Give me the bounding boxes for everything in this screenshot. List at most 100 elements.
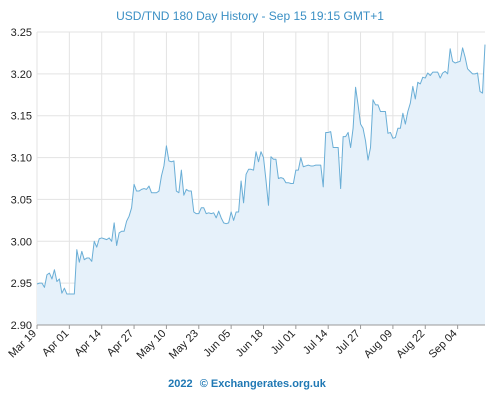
data-point bbox=[261, 151, 262, 152]
data-point bbox=[305, 165, 306, 166]
data-point bbox=[308, 165, 309, 166]
data-point bbox=[258, 161, 259, 162]
data-point bbox=[373, 99, 374, 100]
price-line bbox=[36, 44, 486, 295]
data-point bbox=[402, 113, 403, 114]
chart-title: USD/TND 180 Day History - Sep 15 19:15 G… bbox=[116, 9, 384, 23]
data-point bbox=[253, 170, 254, 171]
data-point bbox=[390, 132, 391, 133]
data-point bbox=[485, 44, 486, 45]
data-point bbox=[94, 241, 95, 242]
data-point bbox=[193, 211, 194, 212]
data-point bbox=[41, 283, 42, 284]
footer-credit: 2022 © Exchangerates.org.uk bbox=[168, 378, 327, 390]
data-point bbox=[268, 205, 269, 206]
data-point bbox=[265, 180, 266, 181]
data-point bbox=[465, 57, 466, 58]
data-point bbox=[380, 111, 381, 112]
data-point bbox=[46, 274, 47, 275]
data-point bbox=[333, 147, 334, 148]
data-point bbox=[422, 77, 423, 78]
data-point bbox=[382, 111, 383, 112]
data-point bbox=[71, 294, 72, 295]
data-point bbox=[91, 261, 92, 262]
data-point bbox=[457, 62, 458, 63]
data-point bbox=[196, 213, 197, 214]
area-fill bbox=[37, 44, 485, 326]
x-tick-label: May 10 bbox=[135, 328, 169, 362]
data-point bbox=[176, 191, 177, 192]
data-point bbox=[455, 62, 456, 63]
data-point bbox=[475, 73, 476, 74]
data-point bbox=[178, 192, 179, 193]
data-point bbox=[330, 131, 331, 132]
data-point bbox=[166, 145, 167, 146]
data-point bbox=[442, 73, 443, 74]
data-point bbox=[256, 151, 257, 152]
data-point bbox=[64, 288, 65, 289]
data-point bbox=[432, 72, 433, 73]
x-tick-label: Jul 27 bbox=[333, 328, 362, 357]
y-tick-label: 3.20 bbox=[11, 69, 32, 81]
data-point bbox=[335, 147, 336, 148]
data-point bbox=[345, 136, 346, 137]
data-point bbox=[303, 166, 304, 167]
data-point bbox=[51, 278, 52, 279]
data-point bbox=[221, 217, 222, 218]
data-point bbox=[288, 182, 289, 183]
data-point bbox=[278, 178, 279, 179]
data-point bbox=[208, 212, 209, 213]
data-point bbox=[375, 104, 376, 105]
data-point bbox=[275, 159, 276, 160]
data-point bbox=[318, 165, 319, 166]
data-point bbox=[363, 128, 364, 129]
data-point bbox=[153, 192, 154, 193]
data-point bbox=[218, 211, 219, 212]
data-point bbox=[338, 147, 339, 148]
data-point bbox=[61, 293, 62, 294]
data-point bbox=[417, 82, 418, 83]
y-tick-label: 2.90 bbox=[11, 320, 32, 332]
data-point bbox=[248, 169, 249, 170]
data-point bbox=[211, 213, 212, 214]
data-point bbox=[325, 132, 326, 133]
data-point bbox=[353, 128, 354, 129]
x-tick-label: Jun 05 bbox=[201, 328, 233, 360]
data-point bbox=[146, 189, 147, 190]
data-point bbox=[149, 186, 150, 187]
data-point bbox=[134, 184, 135, 185]
data-point bbox=[440, 78, 441, 79]
data-point bbox=[290, 183, 291, 184]
data-point bbox=[415, 98, 416, 99]
data-point bbox=[59, 278, 60, 279]
data-point bbox=[104, 238, 105, 239]
data-point bbox=[54, 269, 55, 270]
data-point bbox=[66, 294, 67, 295]
data-point bbox=[76, 249, 77, 250]
data-point bbox=[340, 188, 341, 189]
data-point bbox=[430, 75, 431, 76]
data-point bbox=[231, 211, 232, 212]
data-point bbox=[101, 237, 102, 238]
data-point bbox=[37, 283, 38, 284]
data-point bbox=[99, 238, 100, 239]
data-point bbox=[151, 192, 152, 193]
data-point bbox=[156, 192, 157, 193]
data-point bbox=[460, 61, 461, 62]
data-point bbox=[79, 262, 80, 263]
data-point bbox=[300, 157, 301, 158]
data-point bbox=[470, 71, 471, 72]
data-point bbox=[81, 251, 82, 252]
data-point bbox=[141, 189, 142, 190]
data-point bbox=[223, 222, 224, 223]
data-point bbox=[144, 188, 145, 189]
data-point bbox=[467, 68, 468, 69]
data-point bbox=[126, 221, 127, 222]
data-point bbox=[121, 231, 122, 232]
data-point bbox=[56, 281, 57, 282]
data-point bbox=[213, 212, 214, 213]
data-point bbox=[360, 124, 361, 125]
data-point bbox=[243, 202, 244, 203]
data-point bbox=[163, 165, 164, 166]
